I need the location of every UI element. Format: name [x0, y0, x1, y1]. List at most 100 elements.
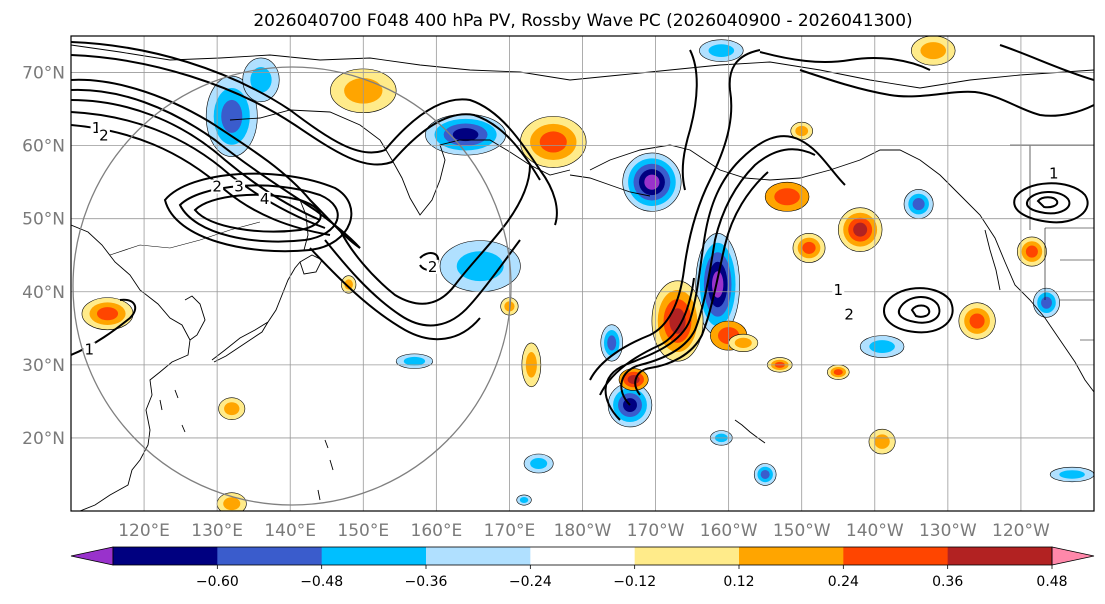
contour-label-mask — [233, 179, 246, 194]
contour-ring-ne-1 — [1013, 182, 1089, 224]
contour-north-2 — [759, 51, 931, 71]
pv-anomaly-level — [452, 128, 479, 142]
contour-arctic-right — [999, 44, 1094, 81]
pv-anomaly-level — [669, 308, 686, 334]
contour-ring-2 — [163, 172, 353, 253]
colorbar-tick-label: −0.48 — [300, 574, 343, 590]
pv-anomaly-blob — [341, 275, 357, 294]
contour-label: 2 — [428, 258, 438, 276]
contour-label-mask — [832, 283, 845, 298]
coast-hokkaido — [299, 254, 323, 275]
longitude-tick-label: 140°W — [846, 521, 904, 541]
pv-anomaly-level — [344, 279, 353, 290]
pv-anomaly-blob — [81, 297, 134, 331]
contour-2-west — [71, 99, 321, 221]
contour-ring-3 — [178, 184, 339, 243]
contour-label: 1 — [1049, 164, 1059, 182]
contour-label: 4 — [260, 190, 270, 208]
pv-anomaly-level — [539, 131, 567, 153]
contour-label-mask — [97, 128, 110, 143]
colorbar-tick-label: −0.36 — [405, 574, 448, 590]
contour-jet-5 — [599, 277, 695, 396]
contour-upper-arc-1 — [71, 41, 558, 226]
pv-anomaly-level — [874, 434, 890, 449]
pv-anomaly-blob — [859, 335, 905, 358]
pv-anomaly-blob — [516, 494, 532, 506]
colorbar-segment — [113, 547, 218, 565]
contour-upper-arc-2 — [71, 54, 541, 181]
longitude-tick-label: 180°W — [554, 521, 612, 541]
pv-anomaly-blob — [792, 233, 826, 263]
coast-alaska — [589, 144, 1094, 393]
pv-anomaly-blob — [1033, 287, 1060, 318]
pv-anomaly-blob — [753, 463, 777, 486]
colorbar-frame — [112, 546, 1053, 566]
pv-anomaly-level — [1025, 245, 1038, 258]
contour-jet-3 — [634, 171, 769, 396]
colorbar-tick-label: 0.24 — [828, 574, 859, 590]
figure-title: 2026040700 F048 400 hPa PV, Rossby Wave … — [253, 11, 912, 31]
colorbar-tick-label: −0.60 — [196, 574, 239, 590]
pv-anomaly-blob — [242, 57, 280, 103]
pv-anomaly-blob — [523, 453, 554, 474]
pv-anomaly-blob — [425, 113, 507, 156]
longitude-tick-label: 130°W — [919, 521, 977, 541]
contour-ring-east-2 — [897, 296, 941, 324]
contour-trough-1 — [339, 164, 531, 305]
coastlines — [71, 44, 1094, 511]
contour-label: 1 — [92, 119, 102, 137]
pv-anomaly-level — [1059, 470, 1085, 479]
contour-label: 2 — [99, 126, 109, 144]
pv-anomaly-blob — [903, 189, 934, 219]
contour-ring-4 — [193, 193, 322, 233]
contour-jet-2 — [620, 148, 816, 406]
pv-anomaly-level — [1041, 296, 1052, 309]
pv-anomaly-blob — [607, 382, 653, 428]
pv-anomaly-blob — [868, 428, 896, 455]
pv-anomaly-level — [221, 99, 243, 133]
colorbar-segment — [530, 547, 636, 565]
pv-anomaly-level — [224, 402, 240, 416]
longitude-tick-label: 140°E — [264, 521, 316, 541]
pv-anomaly-level — [530, 457, 548, 470]
pv-anomaly-level — [774, 188, 800, 206]
pv-anomaly-level — [519, 497, 529, 504]
latitude-tick-label: 50°N — [22, 210, 65, 230]
contour-ring-east-3 — [910, 304, 931, 318]
pv-anomaly-blob — [1016, 236, 1047, 267]
pv-anomaly-level — [97, 307, 119, 321]
coast-korea — [184, 295, 206, 341]
contour-trough-2 — [324, 239, 521, 327]
colorbar-tick-label: −0.12 — [613, 574, 656, 590]
pv-anomaly-blob — [622, 152, 682, 212]
axis-tick-labels: 120°E 130°E 140°E 150°E 160°E 170°E 180°W 170°W… — [22, 64, 1050, 541]
longitude-tick-label: 120°W — [992, 521, 1050, 541]
pv-anomaly-blob — [699, 39, 744, 62]
longitude-tick-label: 120°E — [118, 521, 170, 541]
colorbar-segment — [426, 547, 531, 565]
radius-circle — [72, 66, 512, 506]
pv-anomaly-level — [833, 369, 843, 376]
colorbar-extend-low — [70, 546, 114, 566]
latitude-tick-label: 60°N — [22, 137, 65, 157]
contour-label-mask — [258, 191, 271, 206]
pv-anomaly-level — [403, 356, 426, 366]
pv-anomaly-level — [920, 42, 947, 60]
pv-anomaly-level — [802, 241, 816, 254]
contour-ring-east-1 — [883, 287, 954, 334]
contour-label: 3 — [234, 177, 244, 195]
colorbar-segment — [739, 547, 844, 565]
contour-label: 2 — [844, 305, 854, 323]
contour-label-mask — [426, 259, 439, 274]
pv-anomaly-blob — [764, 181, 810, 212]
pv-anomaly-level — [912, 198, 925, 211]
pv-anomaly-level — [869, 340, 895, 353]
coast-islands-1 — [159, 389, 334, 501]
pv-anomaly-level — [456, 251, 504, 282]
pv-anomaly-level — [734, 337, 752, 349]
pv-anomaly-level — [760, 469, 770, 479]
coast-okhotsk-kamchatka — [229, 109, 571, 216]
contour-1-west-2 — [71, 88, 361, 249]
coast-hawaii — [734, 419, 766, 444]
